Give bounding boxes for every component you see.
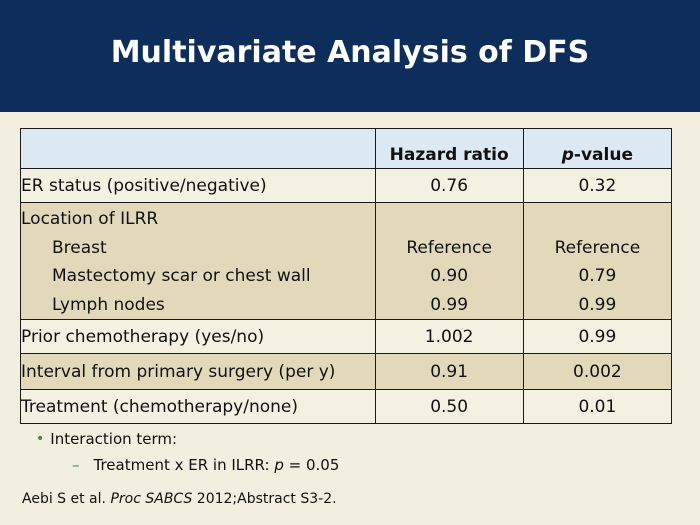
row-label: Prior chemotherapy (yes/no) — [20, 319, 376, 354]
bullet-dot-icon: • — [36, 431, 45, 447]
row-label: ER status (positive/negative) — [20, 168, 376, 203]
title-banner: Multivariate Analysis of DFS — [0, 0, 700, 112]
hazard-ratio-cell: 1.002 — [374, 319, 524, 354]
bullet-item: • Interaction term: — [36, 430, 339, 448]
header-blank — [20, 128, 376, 169]
header-p-italic: p — [561, 145, 574, 165]
table-header-row: Hazard ratio p-value — [20, 128, 673, 169]
citation-journal: Proc SABCS — [110, 491, 193, 507]
row-label: Treatment (chemotherapy/none) — [20, 389, 376, 424]
citation-authors: Aebi S et al. — [22, 491, 111, 507]
sub-bullet-item: – Treatment x ER in ILRR: p = 0.05 — [72, 456, 339, 474]
sub-bullet-italic: p — [274, 456, 284, 474]
p-value: 0.99 — [578, 294, 617, 315]
hazard-ratio-value: Reference — [406, 237, 492, 258]
hazard-ratio-cell: 0.91 — [374, 353, 524, 390]
bullet-list: • Interaction term: – Treatment x ER in … — [36, 430, 339, 474]
row-label: Interval from primary surgery (per y) — [20, 353, 376, 390]
table-row: Treatment (chemotherapy/none) 0.50 0.01 — [20, 389, 673, 424]
p-value-cell: 0.01 — [522, 389, 673, 424]
header-p-rest: -value — [573, 145, 633, 165]
table-row: ER status (positive/negative) 0.76 0.32 — [20, 168, 673, 203]
citation-rest: 2012;Abstract S3-2. — [192, 491, 337, 507]
sub-row-label: Breast — [52, 237, 107, 258]
results-table: Hazard ratio p-value ER status (positive… — [20, 128, 673, 424]
hazard-ratio-value: 0.99 — [430, 294, 469, 315]
sub-row-label: Lymph nodes — [52, 294, 165, 315]
bullet-text: Interaction term: — [50, 430, 178, 448]
slide-title: Multivariate Analysis of DFS — [110, 34, 590, 70]
row-label: Location of ILRR — [21, 209, 159, 229]
hazard-ratio-value: 0.90 — [430, 266, 469, 286]
p-value-cell: 0.32 — [522, 168, 673, 203]
header-hazard-ratio: Hazard ratio — [374, 128, 524, 169]
table-row: Prior chemotherapy (yes/no) 1.002 0.99 — [20, 319, 673, 354]
sub-bullet-prefix: Treatment x ER in ILRR: — [93, 456, 275, 474]
location-label-cell: Location of ILRR Breast Mastectomy scar … — [20, 202, 376, 320]
p-value-cell: 0.002 — [522, 353, 673, 390]
location-hr-cell: Reference 0.90 0.99 — [374, 202, 524, 320]
p-value: Reference — [554, 237, 641, 258]
location-p-cell: Reference 0.79 0.99 — [522, 202, 673, 320]
p-value: 0.79 — [578, 266, 617, 286]
hazard-ratio-cell: 0.76 — [374, 168, 524, 203]
sub-bullet-suffix: = 0.05 — [283, 456, 340, 474]
dash-icon: – — [72, 456, 80, 474]
table-row: Interval from primary surgery (per y) 0.… — [20, 353, 673, 390]
sub-bullet-text: Treatment x ER in ILRR: p = 0.05 — [94, 456, 340, 474]
citation: Aebi S et al. Proc SABCS 2012;Abstract S… — [22, 491, 337, 507]
header-p-value: p-value — [522, 128, 673, 169]
table-row: Location of ILRR Breast Mastectomy scar … — [20, 202, 673, 320]
sub-row-label: Mastectomy scar or chest wall — [52, 266, 311, 286]
hazard-ratio-cell: 0.50 — [374, 389, 524, 424]
p-value-cell: 0.99 — [522, 319, 673, 354]
